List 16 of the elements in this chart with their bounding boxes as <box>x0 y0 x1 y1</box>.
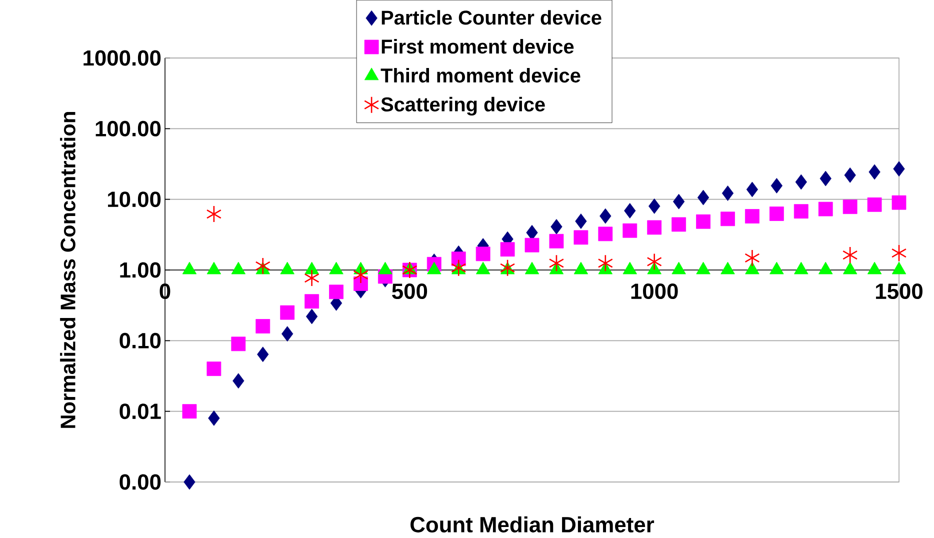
legend-label: Scattering device <box>381 96 545 116</box>
y-tick-label: 1000.00 <box>84 50 161 66</box>
x-tick-label: 500 <box>392 284 428 300</box>
x-axis-title: Count Median Diameter <box>410 516 654 532</box>
y-axis-title: Normalized Mass Concentration <box>60 112 76 428</box>
legend-label: Third moment device <box>380 68 580 83</box>
legend-label: Particle Counter device <box>382 10 602 25</box>
y-tick-label: 1.00 <box>120 262 161 278</box>
x-tick-label: 1000 <box>631 284 678 300</box>
y-tick-label: 10.00 <box>108 192 161 208</box>
x-tick-label: 1500 <box>876 284 922 300</box>
y-tick-label: 0.00 <box>120 474 161 490</box>
y-tick-label: 0.01 <box>120 404 161 420</box>
y-tick-label: 100.00 <box>96 120 161 136</box>
y-tick-label: 0.10 <box>120 332 161 348</box>
legend-label: First moment device <box>382 39 574 54</box>
